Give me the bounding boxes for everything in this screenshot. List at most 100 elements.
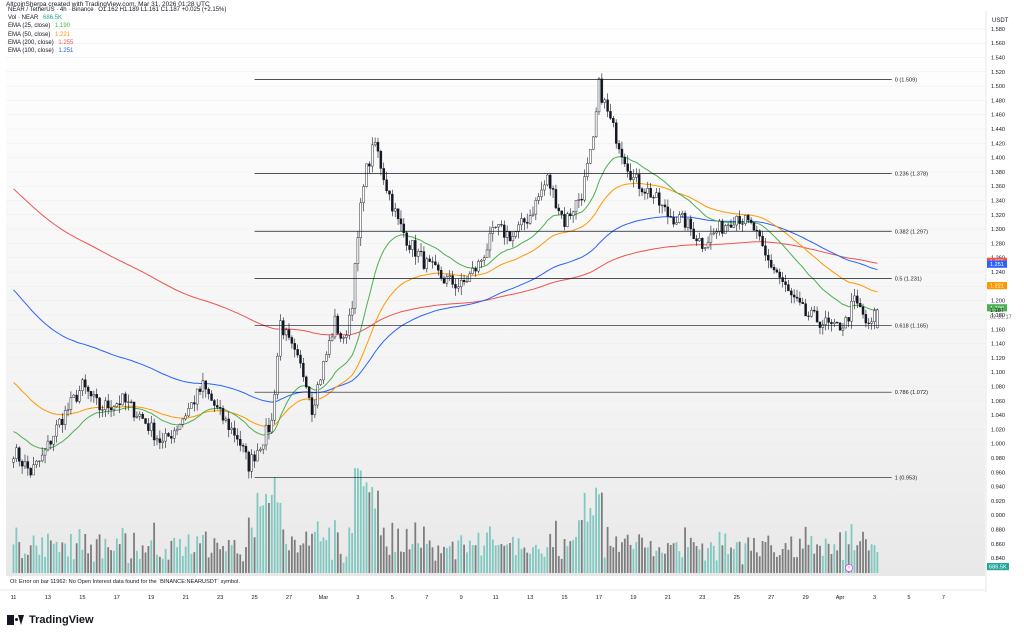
legend-symbol-label: NEAR / TetherUS · 4h · Binance (8, 7, 94, 13)
candle-body (818, 321, 822, 328)
volume-bar (781, 548, 784, 573)
volume-bar (520, 548, 523, 573)
candle-body (155, 438, 159, 441)
candle-body (431, 261, 434, 263)
volume-bar (411, 543, 414, 573)
candle-body (247, 451, 251, 472)
volume-bar (543, 556, 546, 573)
candle (29, 467, 32, 478)
candle (586, 157, 589, 181)
candle-body (422, 251, 426, 269)
candle-body (827, 317, 830, 323)
candle (764, 237, 767, 261)
price-tag: 1.187 (990, 308, 1004, 314)
candle (425, 256, 429, 273)
volume-bar (839, 532, 841, 573)
tradingview-logo[interactable]: TradingView (7, 614, 94, 626)
volume-bar (517, 538, 520, 573)
legend-row-ema200[interactable]: EMA (200, close) 1.255 (8, 39, 226, 47)
price-tick-label: 1.580 (991, 27, 1005, 33)
candle (824, 310, 827, 331)
candle (531, 206, 535, 218)
volume-bar (816, 544, 818, 573)
candle-body (287, 329, 291, 338)
candle-body (574, 200, 578, 213)
candle-body (101, 409, 104, 411)
candle (675, 216, 678, 225)
candle (342, 335, 345, 344)
volume-bar (334, 520, 336, 573)
candle-body (663, 204, 667, 208)
candle (434, 254, 437, 266)
time-tick-label: 3 (873, 595, 876, 601)
plot-area[interactable] (6, 11, 985, 576)
legend-row-volume[interactable]: Vol · NEAR 686.5K (8, 14, 226, 22)
volume-bar (632, 548, 635, 573)
volume-bar (466, 552, 468, 573)
volume-bar (124, 533, 127, 573)
volume-tag-box (987, 563, 1009, 571)
volume-bar (110, 550, 112, 573)
candle (422, 246, 426, 271)
candle (669, 208, 672, 218)
candle-body (752, 222, 756, 231)
candle (850, 292, 853, 329)
volume-bar (437, 545, 440, 573)
volume-bar (348, 527, 351, 573)
candle (299, 349, 302, 369)
candle (379, 149, 383, 176)
candle (500, 220, 503, 228)
volume-bar (804, 526, 807, 573)
volume-bar (471, 545, 474, 573)
candle-body (195, 388, 199, 405)
volume-bar (179, 538, 181, 573)
legend-row-ema100[interactable]: EMA (100, close) 1.251 (8, 47, 226, 55)
volume-bar (394, 552, 397, 573)
candle (264, 418, 268, 451)
candle (514, 231, 517, 239)
candle (571, 210, 575, 223)
volume-bar (721, 545, 724, 573)
volume-bar (629, 544, 632, 573)
candle-body (399, 218, 403, 225)
candle (781, 271, 784, 288)
volume-bar (698, 549, 701, 573)
candle (660, 204, 664, 214)
volume-bar (239, 554, 242, 573)
candle-body (95, 394, 98, 399)
candle-body (414, 240, 417, 257)
candle-body (640, 188, 644, 193)
volume-bar (176, 547, 178, 573)
legend-row-ema25[interactable]: EMA (25, close) 1.190 (8, 22, 226, 30)
volume-bar (606, 526, 609, 573)
candle-body (279, 320, 282, 357)
candle-body (724, 225, 727, 234)
volume-bar (457, 540, 460, 573)
price-tick-label: 0.920 (991, 499, 1005, 505)
candle (583, 169, 586, 203)
candle-body (270, 419, 274, 433)
candle (132, 401, 136, 422)
candle (787, 280, 790, 292)
chart-canvas[interactable]: 0 (1.509) 0.236 (1.378) 0.382 (1.297) 0.5 (… (0, 0, 1024, 612)
volume-bar (38, 554, 41, 573)
volume-bar (796, 557, 798, 573)
candle-body (477, 261, 480, 272)
volume-bar (692, 542, 695, 573)
candle (534, 197, 538, 221)
legend-row-symbol[interactable]: NEAR / TetherUS · 4h · Binance O1.162 H1… (8, 6, 226, 14)
candle-body (437, 264, 440, 271)
candle (210, 390, 213, 401)
volume-bar (428, 540, 431, 573)
candle-body (187, 408, 190, 417)
candle-body (78, 390, 81, 402)
candle-body (669, 216, 672, 218)
candle (864, 309, 868, 328)
legend-row-ema50[interactable]: EMA (50, close) 1.221 (8, 31, 226, 39)
volume-bar (612, 547, 615, 573)
candle-body (236, 435, 239, 440)
candle (124, 391, 127, 411)
candle (594, 107, 598, 138)
candle-body (858, 303, 862, 308)
volume-bar (138, 558, 141, 573)
